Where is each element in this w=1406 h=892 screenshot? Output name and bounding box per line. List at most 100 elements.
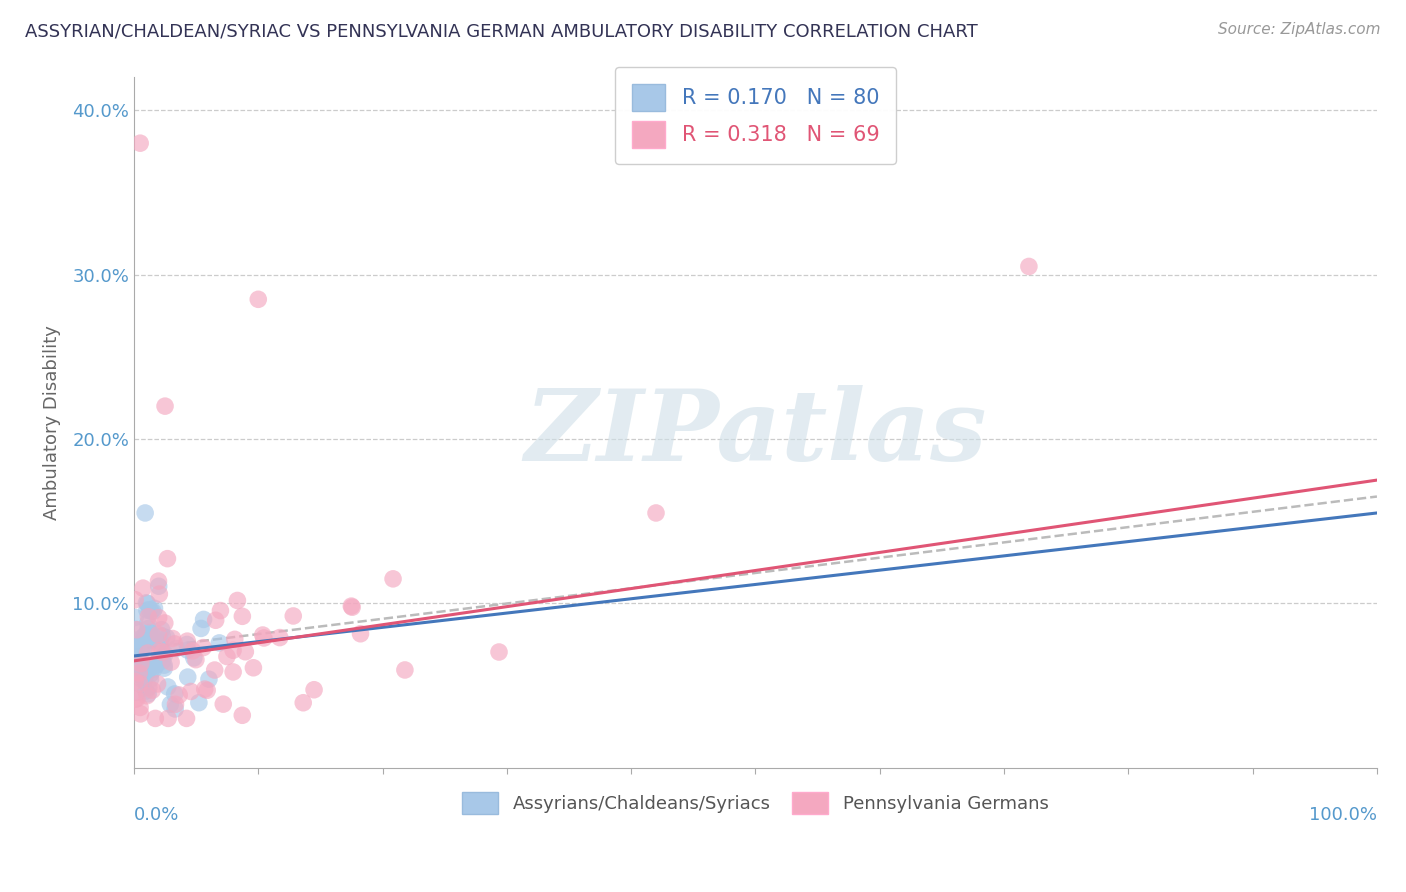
Point xyxy=(247,293,270,307)
Point xyxy=(488,645,510,659)
Point xyxy=(149,635,172,649)
Point xyxy=(136,609,159,624)
Point xyxy=(226,593,249,607)
Point xyxy=(136,632,159,647)
Point xyxy=(349,626,371,640)
Point xyxy=(153,661,176,675)
Point xyxy=(124,655,146,669)
Point xyxy=(127,650,149,665)
Point xyxy=(135,666,157,681)
Point xyxy=(125,651,148,665)
Point xyxy=(176,634,198,648)
Point xyxy=(224,632,246,647)
Point xyxy=(302,682,325,697)
Point xyxy=(163,687,186,701)
Point xyxy=(134,506,156,520)
Point xyxy=(141,683,163,698)
Point xyxy=(125,691,148,706)
Text: Source: ZipAtlas.com: Source: ZipAtlas.com xyxy=(1218,22,1381,37)
Point xyxy=(148,587,170,601)
Point xyxy=(136,646,159,660)
Point xyxy=(135,603,157,617)
Point xyxy=(160,655,183,669)
Point xyxy=(180,684,202,698)
Point xyxy=(125,623,148,637)
Point xyxy=(124,610,146,624)
Point xyxy=(132,581,155,595)
Text: 0.0%: 0.0% xyxy=(134,805,180,823)
Point xyxy=(135,596,157,610)
Point xyxy=(198,672,221,686)
Point xyxy=(134,673,156,688)
Point xyxy=(191,640,214,655)
Point xyxy=(394,663,416,677)
Text: 100.0%: 100.0% xyxy=(1309,805,1376,823)
Point xyxy=(131,673,153,687)
Point xyxy=(129,643,152,657)
Point xyxy=(136,622,159,636)
Point xyxy=(153,647,176,661)
Point xyxy=(269,631,291,645)
Point xyxy=(145,657,167,672)
Point xyxy=(139,667,162,681)
Legend: Assyrians/Chaldeans/Syriacs, Pennsylvania Germans: Assyrians/Chaldeans/Syriacs, Pennsylvani… xyxy=(456,784,1056,821)
Point xyxy=(129,642,152,657)
Point xyxy=(156,631,179,645)
Point xyxy=(150,623,173,637)
Point xyxy=(231,708,253,723)
Point xyxy=(124,623,146,637)
Point xyxy=(235,645,257,659)
Point xyxy=(215,649,238,664)
Point xyxy=(128,676,150,690)
Point xyxy=(128,658,150,673)
Point xyxy=(129,638,152,652)
Point xyxy=(129,657,152,671)
Point xyxy=(138,603,160,617)
Point xyxy=(208,636,231,650)
Point xyxy=(124,674,146,689)
Point xyxy=(131,665,153,679)
Point xyxy=(143,601,166,615)
Point xyxy=(187,696,209,710)
Point xyxy=(222,643,245,657)
Point xyxy=(152,629,174,643)
Point xyxy=(231,609,253,624)
Point xyxy=(134,628,156,642)
Point xyxy=(124,592,146,607)
Point xyxy=(138,625,160,640)
Point xyxy=(176,711,198,725)
Point xyxy=(138,681,160,695)
Point xyxy=(139,672,162,686)
Point xyxy=(156,551,179,566)
Point xyxy=(159,698,181,712)
Point xyxy=(134,636,156,650)
Point xyxy=(135,684,157,698)
Point xyxy=(129,136,152,151)
Point xyxy=(127,685,149,699)
Point xyxy=(153,399,176,413)
Point xyxy=(128,654,150,668)
Point xyxy=(156,680,179,694)
Point xyxy=(148,610,170,624)
Point xyxy=(141,604,163,618)
Point xyxy=(135,629,157,643)
Point xyxy=(146,677,169,691)
Point xyxy=(152,654,174,668)
Point xyxy=(162,632,184,646)
Point xyxy=(153,615,176,630)
Point xyxy=(153,658,176,673)
Point xyxy=(204,613,226,627)
Point xyxy=(167,688,190,702)
Point xyxy=(184,653,207,667)
Point xyxy=(131,669,153,683)
Point xyxy=(131,636,153,650)
Point xyxy=(190,622,212,636)
Point xyxy=(209,604,232,618)
Point xyxy=(132,663,155,677)
Point xyxy=(176,637,198,651)
Point xyxy=(283,609,305,624)
Point xyxy=(1018,260,1040,274)
Point xyxy=(165,702,187,716)
Point xyxy=(146,655,169,669)
Point xyxy=(212,697,235,711)
